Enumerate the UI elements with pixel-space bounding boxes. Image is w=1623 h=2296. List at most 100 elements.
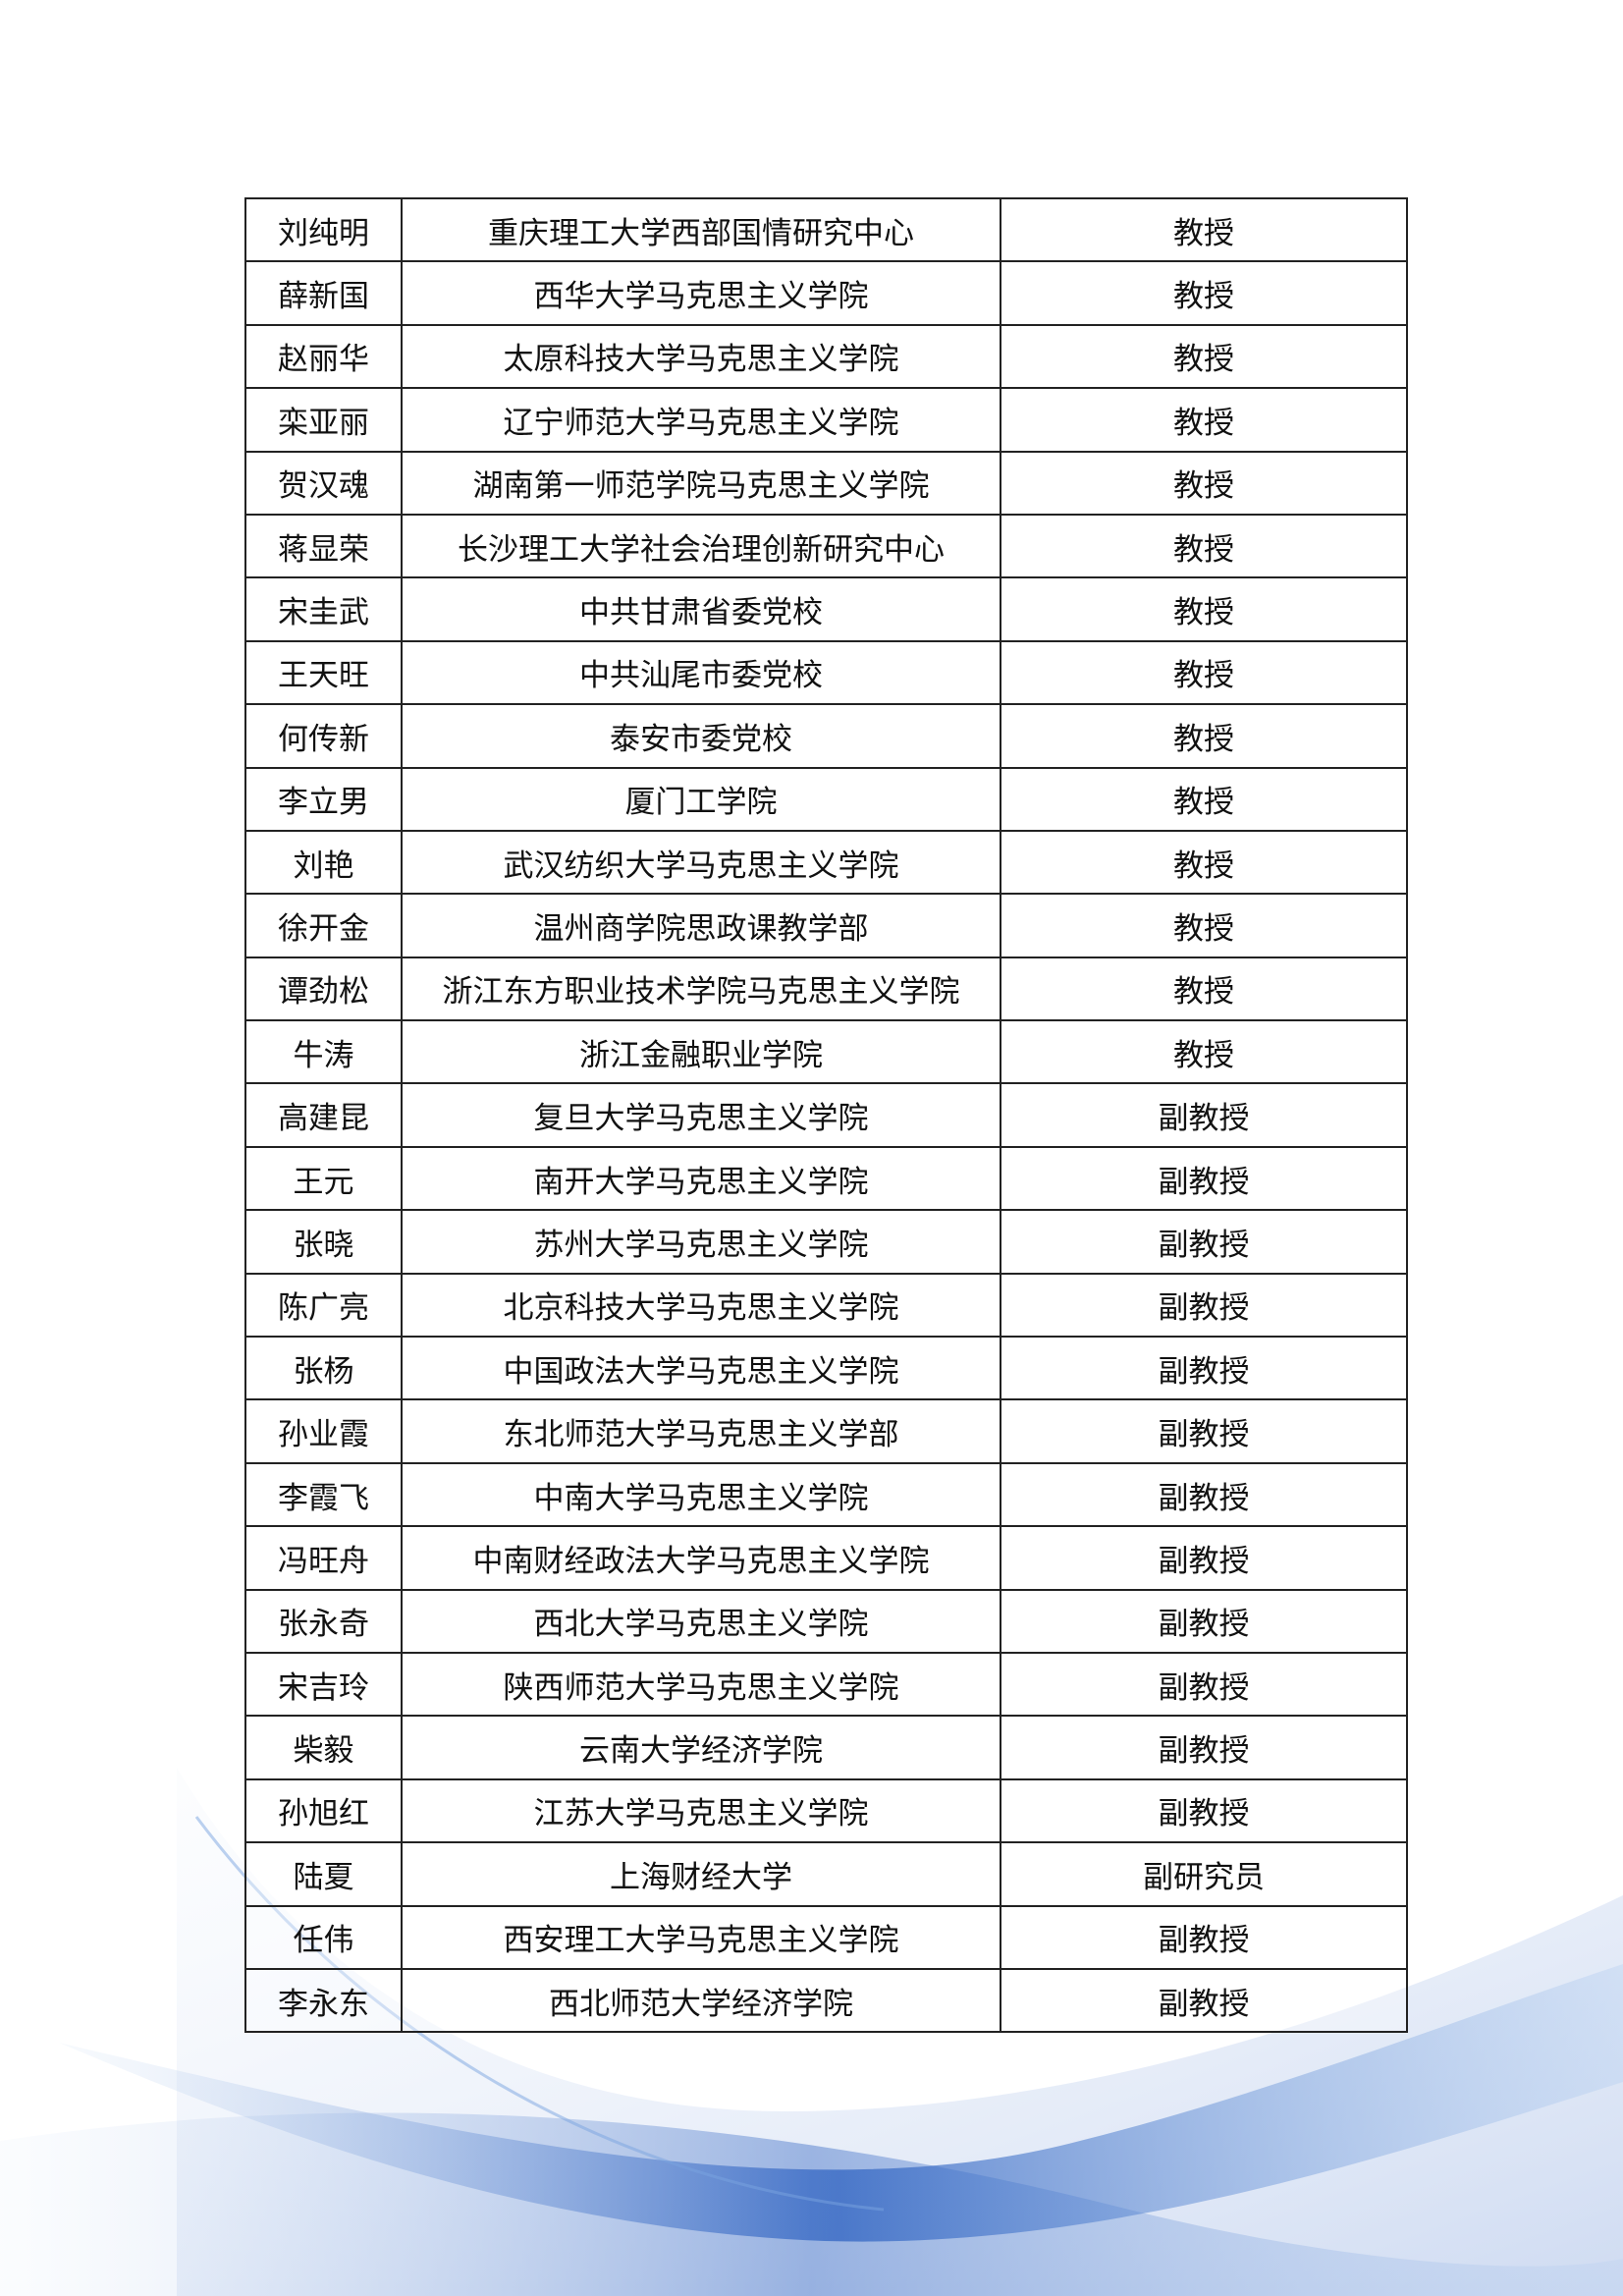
title-cell: 教授 xyxy=(1000,639,1408,706)
title-cell: 副教授 xyxy=(1000,1715,1408,1780)
title-cell: 教授 xyxy=(1000,260,1408,326)
title-cell: 副研究员 xyxy=(1000,1841,1408,1907)
title-cell: 副教授 xyxy=(1000,1777,1408,1844)
title-cell: 副教授 xyxy=(1000,1461,1408,1528)
institution-cell: 西华大学马克思主义学院 xyxy=(401,260,1001,326)
title-cell: 副教授 xyxy=(1000,1904,1408,1970)
table-row: 宋圭武 中共甘肃省委党校 教授 xyxy=(244,576,1408,642)
table-row: 孙旭红 江苏大学马克思主义学院 副教授 xyxy=(244,1777,1408,1844)
table-row: 谭劲松 浙江东方职业技术学院马克思主义学院 教授 xyxy=(244,956,1408,1022)
name-cell: 蒋显荣 xyxy=(244,513,403,579)
table-row: 李立男 厦门工学院 教授 xyxy=(244,766,1408,832)
title-cell: 教授 xyxy=(1000,513,1408,579)
institution-cell: 泰安市委党校 xyxy=(401,703,1001,769)
title-cell: 教授 xyxy=(1000,576,1408,642)
institution-cell: 苏州大学马克思主义学院 xyxy=(401,1209,1001,1275)
name-cell: 陆夏 xyxy=(244,1841,403,1907)
institution-cell: 西安理工大学马克思主义学院 xyxy=(401,1904,1001,1970)
name-cell: 栾亚丽 xyxy=(244,387,403,453)
table-row: 何传新 泰安市委党校 教授 xyxy=(244,703,1408,769)
title-cell: 教授 xyxy=(1000,196,1408,263)
institution-cell: 上海财经大学 xyxy=(401,1841,1001,1907)
institution-cell: 武汉纺织大学马克思主义学院 xyxy=(401,829,1001,896)
name-cell: 刘纯明 xyxy=(244,196,403,263)
title-cell: 教授 xyxy=(1000,450,1408,516)
institution-cell: 中国政法大学马克思主义学院 xyxy=(401,1336,1001,1401)
name-cell: 陈广亮 xyxy=(244,1272,403,1339)
name-cell: 孙业霞 xyxy=(244,1398,403,1464)
institution-cell: 辽宁师范大学马克思主义学院 xyxy=(401,387,1001,453)
table-row: 陈广亮 北京科技大学马克思主义学院 副教授 xyxy=(244,1272,1408,1339)
name-cell: 高建昆 xyxy=(244,1082,403,1148)
name-cell: 何传新 xyxy=(244,703,403,769)
name-cell: 李永东 xyxy=(244,1967,403,2034)
name-cell: 李立男 xyxy=(244,766,403,832)
table-row: 李霞飞 中南大学马克思主义学院 副教授 xyxy=(244,1461,1408,1528)
table: 刘纯明 重庆理工大学西部国情研究中心 教授 薛新国 西华大学马克思主义学院 教授 赵丽华 太原… xyxy=(244,196,1408,2034)
institution-cell: 中南大学马克思主义学院 xyxy=(401,1461,1001,1528)
table-row: 薛新国 西华大学马克思主义学院 教授 xyxy=(244,260,1408,326)
title-cell: 副教授 xyxy=(1000,1082,1408,1148)
table-row: 徐开金 温州商学院思政课教学部 教授 xyxy=(244,893,1408,958)
title-cell: 副教授 xyxy=(1000,1967,1408,2034)
name-cell: 薛新国 xyxy=(244,260,403,326)
name-cell: 贺汉魂 xyxy=(244,450,403,516)
institution-cell: 南开大学马克思主义学院 xyxy=(401,1145,1001,1212)
name-cell: 张永奇 xyxy=(244,1588,403,1654)
name-cell: 徐开金 xyxy=(244,893,403,958)
name-cell: 冯旺舟 xyxy=(244,1525,403,1591)
table-row: 刘纯明 重庆理工大学西部国情研究中心 教授 xyxy=(244,196,1408,263)
institution-cell: 江苏大学马克思主义学院 xyxy=(401,1777,1001,1844)
title-cell: 副教授 xyxy=(1000,1209,1408,1275)
institution-cell: 浙江东方职业技术学院马克思主义学院 xyxy=(401,956,1001,1022)
title-cell: 副教授 xyxy=(1000,1145,1408,1212)
name-cell: 赵丽华 xyxy=(244,323,403,390)
name-cell: 王元 xyxy=(244,1145,403,1212)
table-row: 王天旺 中共汕尾市委党校 教授 xyxy=(244,639,1408,706)
institution-cell: 重庆理工大学西部国情研究中心 xyxy=(401,196,1001,263)
institution-cell: 复旦大学马克思主义学院 xyxy=(401,1082,1001,1148)
title-cell: 副教授 xyxy=(1000,1651,1408,1718)
institution-cell: 西北师范大学经济学院 xyxy=(401,1967,1001,2034)
title-cell: 副教授 xyxy=(1000,1398,1408,1464)
table-row: 李永东 西北师范大学经济学院 副教授 xyxy=(244,1967,1408,2034)
institution-cell: 太原科技大学马克思主义学院 xyxy=(401,323,1001,390)
title-cell: 教授 xyxy=(1000,829,1408,896)
name-cell: 李霞飞 xyxy=(244,1461,403,1528)
institution-cell: 中共汕尾市委党校 xyxy=(401,639,1001,706)
table-row: 张杨 中国政法大学马克思主义学院 副教授 xyxy=(244,1336,1408,1401)
table-row: 赵丽华 太原科技大学马克思主义学院 教授 xyxy=(244,323,1408,390)
institution-cell: 长沙理工大学社会治理创新研究中心 xyxy=(401,513,1001,579)
table-row: 贺汉魂 湖南第一师范学院马克思主义学院 教授 xyxy=(244,450,1408,516)
table-row: 宋吉玲 陕西师范大学马克思主义学院 副教授 xyxy=(244,1651,1408,1718)
name-cell: 谭劲松 xyxy=(244,956,403,1022)
institution-cell: 云南大学经济学院 xyxy=(401,1715,1001,1780)
title-cell: 教授 xyxy=(1000,323,1408,390)
institution-cell: 北京科技大学马克思主义学院 xyxy=(401,1272,1001,1339)
name-cell: 刘艳 xyxy=(244,829,403,896)
institution-cell: 湖南第一师范学院马克思主义学院 xyxy=(401,450,1001,516)
name-cell: 王天旺 xyxy=(244,639,403,706)
title-cell: 副教授 xyxy=(1000,1272,1408,1339)
name-cell: 张杨 xyxy=(244,1336,403,1401)
name-cell: 任伟 xyxy=(244,1904,403,1970)
table-row: 牛涛 浙江金融职业学院 教授 xyxy=(244,1019,1408,1085)
institution-cell: 温州商学院思政课教学部 xyxy=(401,893,1001,958)
name-cell: 孙旭红 xyxy=(244,1777,403,1844)
title-cell: 教授 xyxy=(1000,387,1408,453)
name-cell: 柴毅 xyxy=(244,1715,403,1780)
table-row: 张晓 苏州大学马克思主义学院 副教授 xyxy=(244,1209,1408,1275)
table-row: 王元 南开大学马克思主义学院 副教授 xyxy=(244,1145,1408,1212)
title-cell: 教授 xyxy=(1000,1019,1408,1085)
institution-cell: 东北师范大学马克思主义学部 xyxy=(401,1398,1001,1464)
table-row: 张永奇 西北大学马克思主义学院 副教授 xyxy=(244,1588,1408,1654)
institution-cell: 陕西师范大学马克思主义学院 xyxy=(401,1651,1001,1718)
title-cell: 副教授 xyxy=(1000,1588,1408,1654)
table-row: 陆夏 上海财经大学 副研究员 xyxy=(244,1841,1408,1907)
institution-cell: 厦门工学院 xyxy=(401,766,1001,832)
table-row: 柴毅 云南大学经济学院 副教授 xyxy=(244,1715,1408,1780)
name-cell: 宋圭武 xyxy=(244,576,403,642)
institution-cell: 中共甘肃省委党校 xyxy=(401,576,1001,642)
table-row: 任伟 西安理工大学马克思主义学院 副教授 xyxy=(244,1904,1408,1970)
